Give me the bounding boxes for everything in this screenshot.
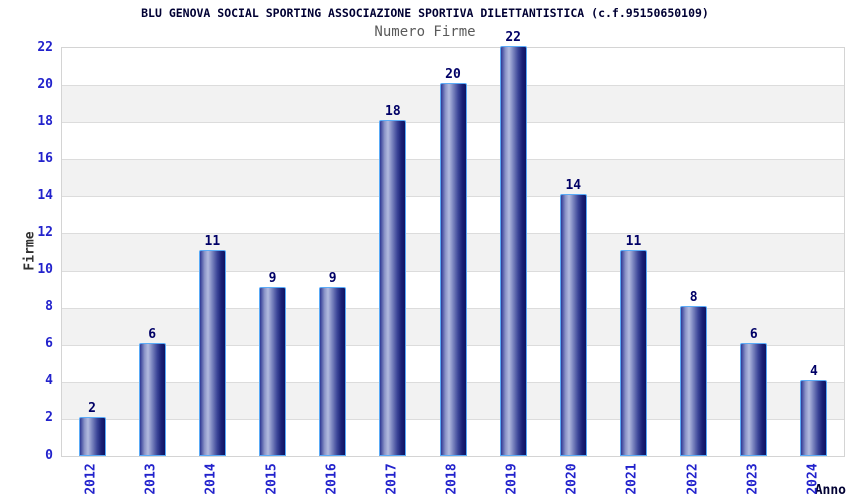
x-tick-label: 2021 [624, 463, 640, 495]
bar-value-label: 6 [749, 327, 758, 342]
bar-2018 [439, 83, 467, 456]
y-tick-label: 12 [37, 224, 53, 240]
bar-value-label: 9 [328, 271, 337, 286]
bar-value-label: 4 [810, 364, 818, 379]
bar-2020 [559, 194, 587, 456]
bar-value-label: 8 [689, 290, 698, 305]
bars-layer: 2 6 11 9 9 18 20 22 14 11 8 6 4 [62, 31, 844, 456]
y-tick-label: 2 [45, 410, 53, 426]
bar-value-label: 9 [268, 271, 277, 286]
bar-value-label: 22 [505, 30, 521, 45]
y-tick-label: 16 [37, 150, 53, 166]
x-tick-label: 2014 [203, 463, 219, 495]
bar-2014 [198, 250, 226, 456]
bar-2023 [740, 343, 768, 456]
x-tick-label: 2018 [444, 463, 460, 495]
bar-value-label: 6 [148, 327, 157, 342]
y-tick-label: 6 [45, 336, 53, 352]
bar-2022 [680, 306, 708, 456]
x-tick-label: 2023 [745, 463, 761, 495]
plot-band [62, 48, 844, 86]
x-tick-label: 2022 [685, 463, 701, 495]
bar-2021 [619, 250, 647, 456]
bar-2012 [78, 417, 106, 456]
y-tick-label: 20 [37, 76, 53, 92]
y-tick-label: 10 [37, 262, 53, 278]
x-axis-label: Anno [814, 483, 846, 498]
x-tick-label: 2013 [143, 463, 159, 495]
y-tick-label: 8 [45, 299, 53, 315]
bar-value-label: 2 [88, 401, 96, 416]
bar-2013 [138, 343, 166, 456]
bar-value-label: 18 [385, 104, 401, 119]
y-tick-label: 14 [37, 187, 53, 203]
chart-subtitle: Numero Firme [374, 24, 476, 40]
bar-value-label: 14 [565, 178, 582, 193]
x-axis-ticks: 2012 2013 2014 2015 2016 2017 2018 2019 2020 2021… [61, 456, 843, 500]
x-tick-label: 2015 [264, 463, 280, 495]
bar-2015 [259, 287, 287, 456]
x-tick-label: 2016 [324, 463, 340, 495]
bar-2016 [319, 287, 347, 456]
y-tick-label: 22 [37, 39, 53, 55]
y-tick-label: 0 [45, 447, 53, 463]
x-tick-label: 2012 [83, 463, 99, 495]
x-tick-label: 2024 [805, 463, 821, 495]
x-tick-label: 2017 [384, 463, 400, 495]
y-tick-label: 4 [45, 373, 53, 389]
bar-2024 [800, 380, 828, 456]
y-tick-label: 18 [37, 113, 53, 129]
x-tick-label: 2019 [504, 463, 520, 495]
bar-2019 [499, 46, 527, 456]
y-axis-ticks: 0 2 4 6 8 10 12 14 16 18 20 22 [0, 40, 53, 463]
chart-title: BLU GENOVA SOCIAL SPORTING ASSOCIAZIONE … [141, 6, 709, 20]
bar-2017 [379, 120, 407, 456]
plot-area: 2 6 11 9 9 18 20 22 14 11 8 6 4 [61, 31, 845, 457]
x-tick-label: 2020 [564, 463, 580, 495]
bar-value-label: 11 [204, 234, 221, 249]
bar-value-label: 20 [445, 67, 461, 82]
bar-value-label: 11 [625, 234, 642, 249]
